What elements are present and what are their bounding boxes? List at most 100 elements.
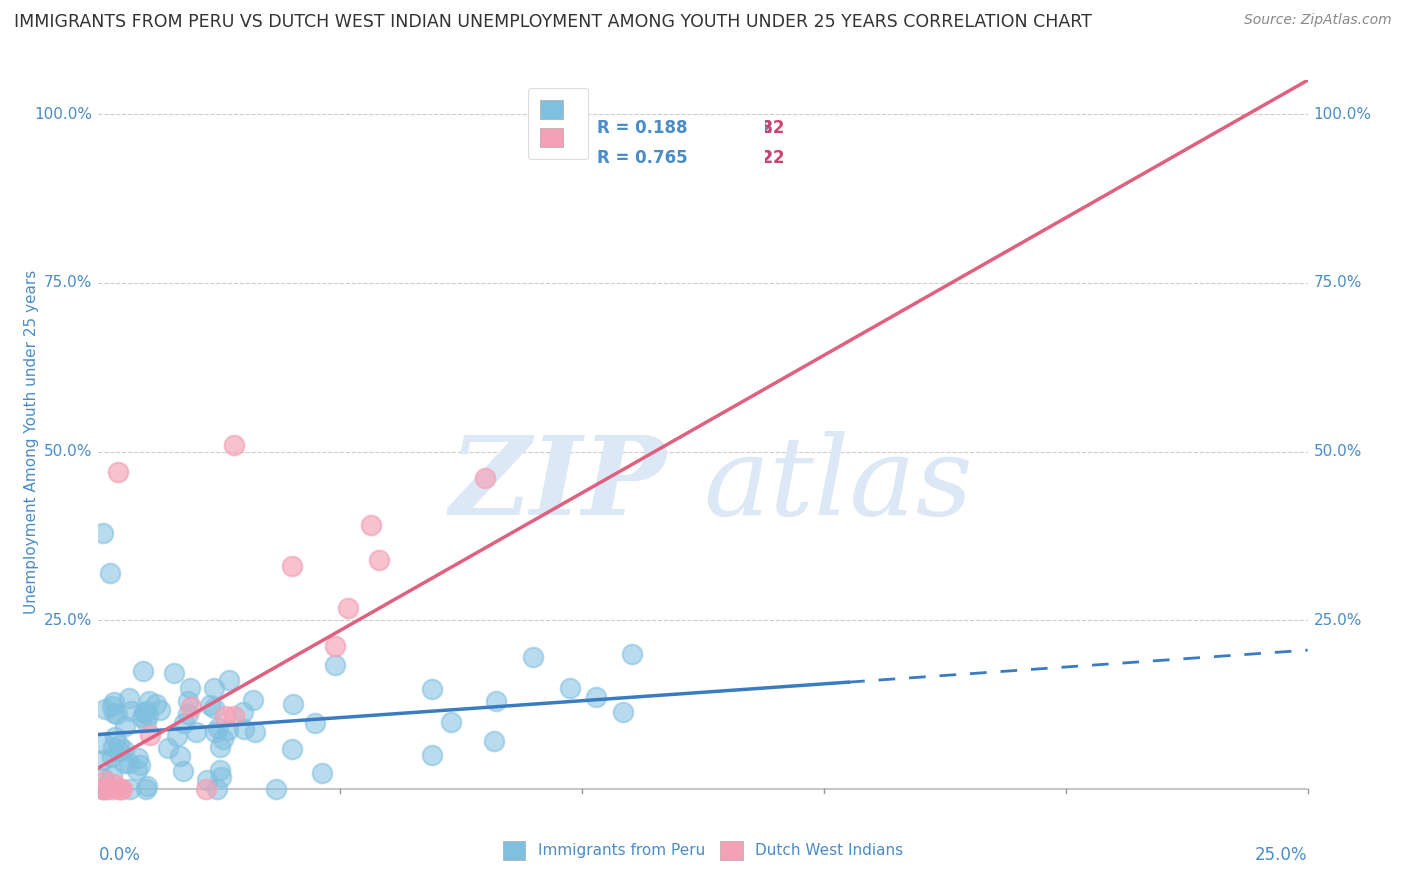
Point [173, 716, 195, 731]
Point [101, 739, 124, 754]
Point [304, 715, 326, 730]
Point [145, 697, 167, 711]
Text: 0.0%: 0.0% [98, 847, 141, 864]
Text: N = 22: N = 22 [721, 149, 785, 167]
Point [128, 758, 150, 772]
Point [149, 704, 172, 718]
Point [91, 772, 114, 786]
Point [214, 708, 236, 723]
Text: 75.0%: 75.0% [44, 276, 93, 291]
Point [103, 706, 125, 721]
Text: R = 0.188    N = 82: R = 0.188 N = 82 [596, 119, 773, 136]
Point [233, 722, 256, 736]
Point [135, 714, 157, 729]
Point [621, 647, 644, 661]
Point [132, 665, 155, 679]
Point [94, 779, 117, 793]
Point [93, 738, 115, 752]
Point [163, 666, 186, 681]
Text: N = 82: N = 82 [721, 119, 785, 136]
Point [112, 756, 135, 770]
Point [208, 763, 231, 777]
Text: Unemployment Among Youth under 25 years: Unemployment Among Youth under 25 years [24, 269, 39, 614]
Point [207, 721, 229, 735]
Point [208, 739, 231, 754]
Point [91, 525, 114, 540]
Point [209, 770, 232, 784]
Point [179, 681, 201, 696]
Point [110, 782, 132, 797]
Point [125, 763, 148, 777]
Point [139, 728, 162, 742]
Point [612, 705, 634, 719]
Text: R = 0.765    N = 22: R = 0.765 N = 22 [596, 149, 773, 167]
Point [114, 718, 136, 732]
Point [205, 782, 228, 797]
Point [93, 782, 115, 797]
Point [204, 724, 226, 739]
Point [217, 723, 239, 737]
Point [100, 782, 122, 797]
Point [440, 714, 463, 729]
Point [485, 694, 508, 708]
Text: 50.0%: 50.0% [44, 444, 93, 459]
Point [522, 649, 544, 664]
Point [127, 751, 149, 765]
Point [118, 690, 141, 705]
Point [281, 559, 304, 574]
Point [120, 704, 142, 718]
Text: 25.0%: 25.0% [44, 613, 93, 628]
Point [368, 552, 391, 566]
Legend: Immigrants from Peru, Dutch West Indians: Immigrants from Peru, Dutch West Indians [495, 833, 911, 867]
Text: 25.0%: 25.0% [1313, 613, 1362, 628]
Point [100, 750, 122, 764]
Point [194, 782, 217, 797]
Point [198, 698, 221, 712]
Point [585, 690, 607, 704]
Point [134, 705, 156, 719]
Point [420, 682, 443, 697]
Point [222, 708, 245, 723]
Text: Source: ZipAtlas.com: Source: ZipAtlas.com [1244, 13, 1392, 28]
Point [111, 782, 134, 797]
Point [323, 657, 346, 672]
Point [98, 566, 121, 581]
Point [101, 768, 124, 782]
Text: 25.0%: 25.0% [1256, 847, 1308, 864]
Point [474, 471, 496, 485]
Point [166, 729, 188, 743]
Point [184, 725, 207, 739]
Point [337, 600, 360, 615]
Point [135, 779, 157, 793]
Point [195, 772, 218, 787]
Point [232, 705, 254, 719]
Point [103, 730, 125, 744]
Point [283, 697, 305, 711]
Point [107, 744, 129, 758]
Text: ZIP: ZIP [450, 431, 666, 539]
Point [108, 782, 131, 797]
Point [105, 707, 128, 722]
Point [212, 732, 235, 747]
Point [311, 766, 333, 780]
Point [180, 699, 202, 714]
Point [131, 710, 153, 724]
Point [91, 753, 114, 767]
Point [482, 734, 505, 748]
Text: 75.0%: 75.0% [1313, 276, 1362, 291]
Point [172, 764, 194, 779]
Point [101, 698, 124, 713]
Point [202, 701, 225, 715]
Point [103, 777, 125, 791]
Text: 100.0%: 100.0% [1313, 106, 1372, 121]
Point [177, 694, 200, 708]
Text: atlas: atlas [703, 431, 973, 539]
Point [242, 693, 264, 707]
Point [108, 739, 131, 753]
Point [117, 756, 139, 770]
Point [136, 707, 159, 722]
Point [218, 673, 240, 687]
Point [169, 748, 191, 763]
Text: 100.0%: 100.0% [34, 106, 93, 121]
Text: IMMIGRANTS FROM PERU VS DUTCH WEST INDIAN UNEMPLOYMENT AMONG YOUTH UNDER 25 YEAR: IMMIGRANTS FROM PERU VS DUTCH WEST INDIA… [14, 13, 1092, 31]
